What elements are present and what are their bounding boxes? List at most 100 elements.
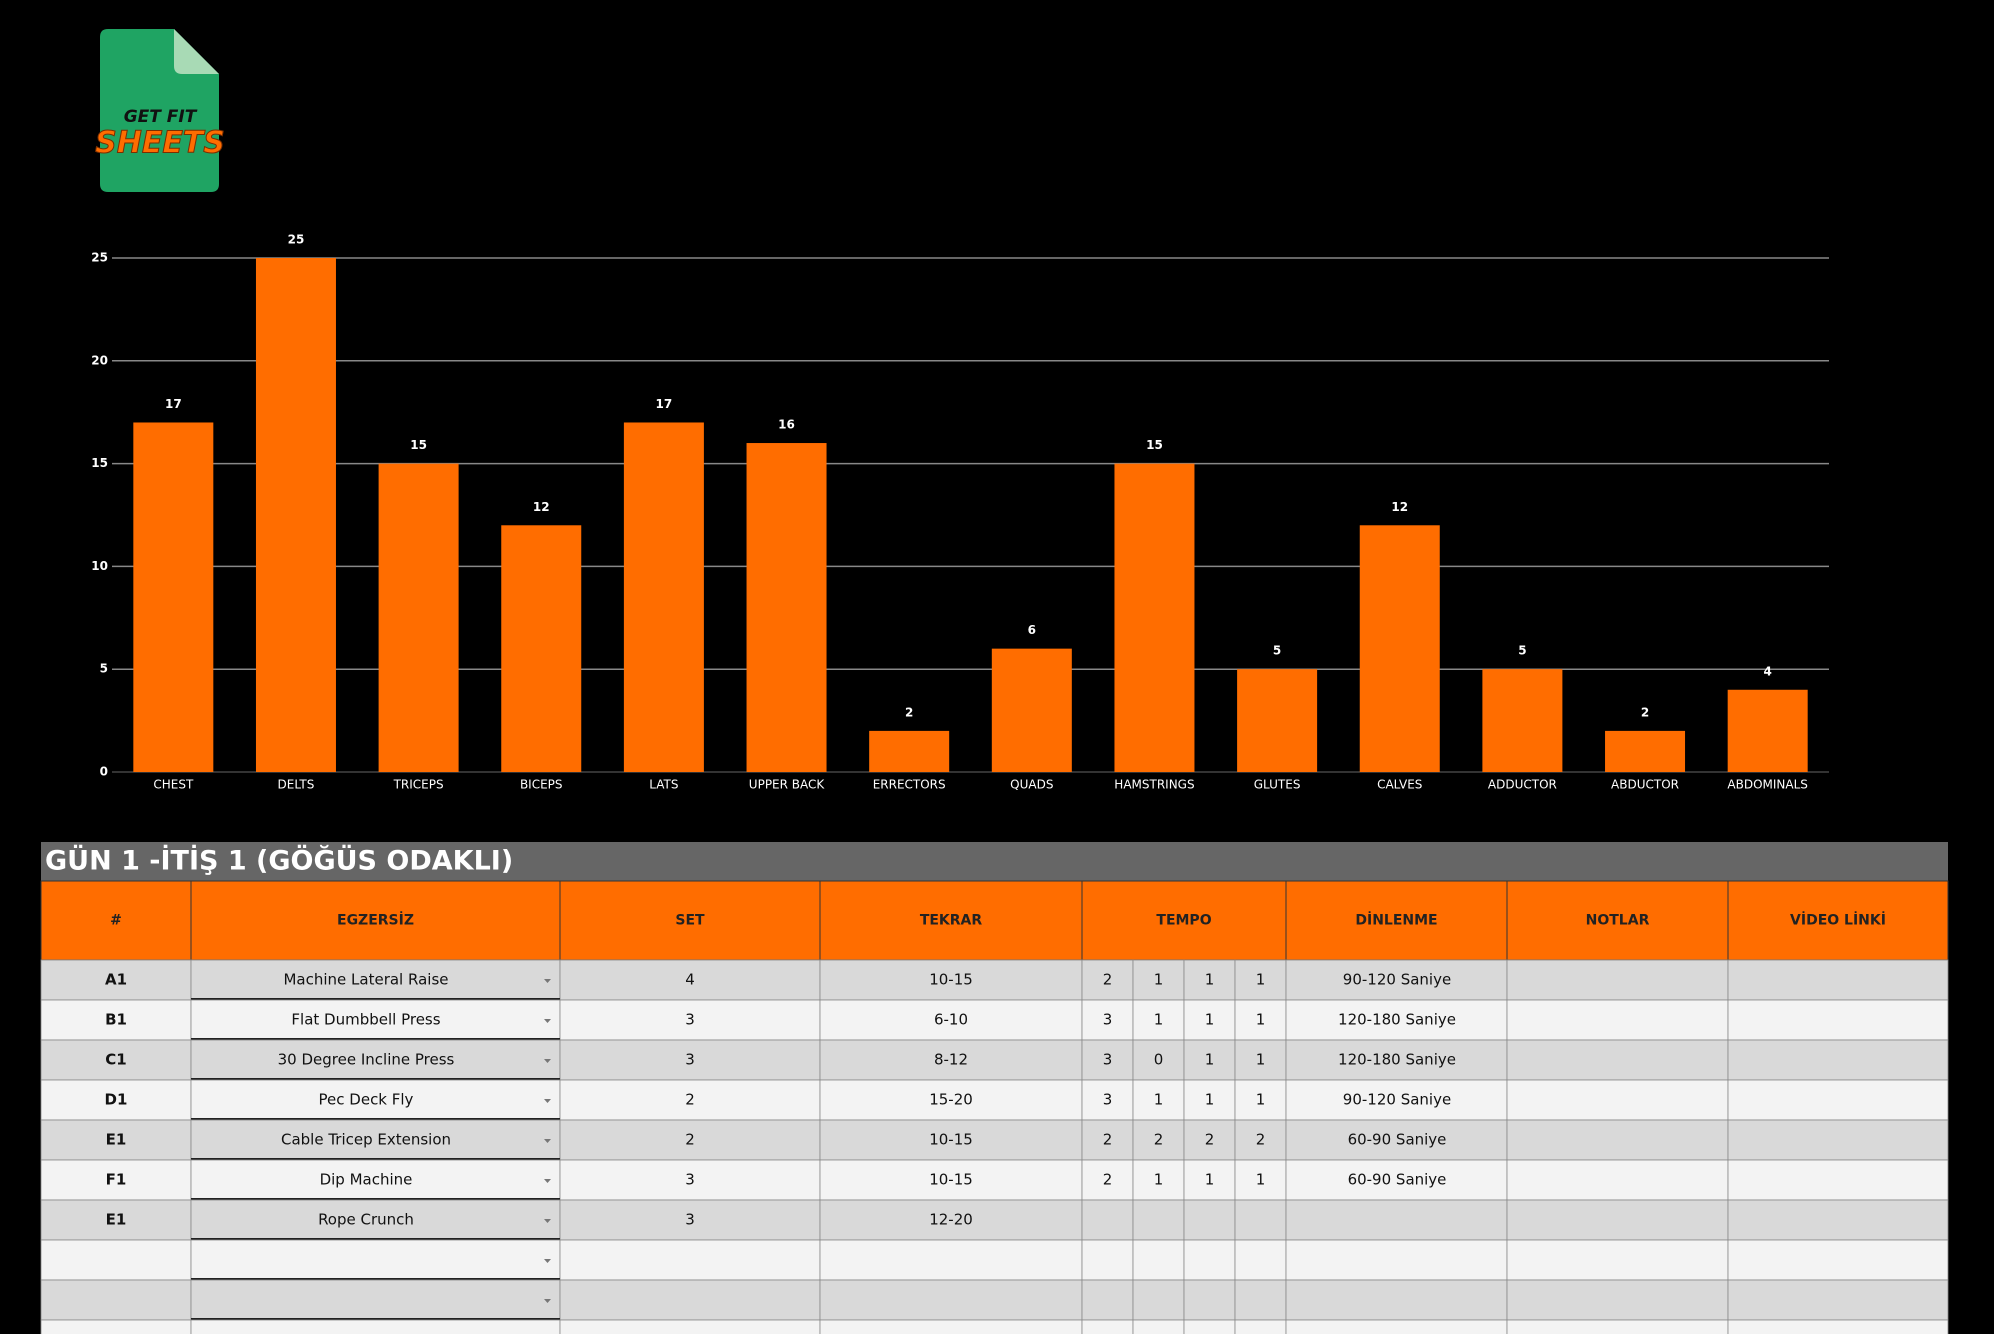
bar bbox=[255, 258, 336, 772]
cell bbox=[1234, 1319, 1287, 1334]
dropdown-arrow bbox=[544, 1219, 551, 1223]
cell bbox=[559, 1239, 821, 1281]
cell bbox=[190, 1159, 561, 1201]
cell-text: E1 bbox=[106, 1211, 127, 1229]
x-tick-label: DELTS bbox=[278, 778, 315, 792]
cell bbox=[190, 1279, 561, 1321]
y-tick-label: 25 bbox=[91, 251, 108, 265]
tempo-value: 1 bbox=[1205, 1051, 1215, 1069]
tempo-value: 1 bbox=[1154, 1011, 1164, 1029]
cell-text: C1 bbox=[105, 1051, 126, 1069]
cell bbox=[1285, 999, 1508, 1041]
cell bbox=[559, 1079, 821, 1121]
header-cell bbox=[819, 880, 1083, 961]
cell-text: F1 bbox=[106, 1171, 127, 1189]
cell-text: B1 bbox=[105, 1011, 127, 1029]
data-label: 16 bbox=[778, 418, 795, 432]
tempo-value: 3 bbox=[1103, 1091, 1113, 1109]
cell bbox=[1183, 1319, 1236, 1334]
header-label: TEMPO bbox=[1156, 913, 1211, 929]
tempo-value: 3 bbox=[1103, 1051, 1113, 1069]
cell-text: 120-180 Saniye bbox=[1338, 1051, 1456, 1069]
header-cell bbox=[1285, 880, 1508, 961]
cell bbox=[1727, 1079, 1949, 1121]
header-label: NOTLAR bbox=[1586, 913, 1650, 929]
dropdown-arrow bbox=[544, 1059, 551, 1063]
cell bbox=[1183, 999, 1236, 1041]
cell bbox=[190, 1199, 561, 1241]
cell bbox=[190, 1079, 561, 1121]
cell-text: Cable Tricep Extension bbox=[281, 1131, 451, 1149]
logo-text: SHEETS bbox=[95, 126, 225, 161]
data-label: 5 bbox=[1518, 644, 1526, 658]
tempo-value: 1 bbox=[1154, 1171, 1164, 1189]
bar bbox=[1237, 669, 1318, 772]
cell-text: 60-90 Saniye bbox=[1348, 1171, 1447, 1189]
x-tick-label: HAMSTRINGS bbox=[1114, 778, 1194, 792]
cell bbox=[1727, 1199, 1949, 1241]
cell bbox=[1132, 959, 1185, 1001]
cell bbox=[1506, 1039, 1729, 1081]
cell bbox=[1506, 1159, 1729, 1201]
tempo-value: 2 bbox=[1205, 1131, 1215, 1149]
bar bbox=[133, 422, 214, 772]
cell-text: 12-20 bbox=[929, 1211, 973, 1229]
bar bbox=[869, 730, 950, 772]
cell-text: A1 bbox=[105, 971, 127, 989]
cell-text: E1 bbox=[106, 1131, 127, 1149]
cell bbox=[1081, 959, 1134, 1001]
cell bbox=[1285, 1199, 1508, 1241]
header-label: DİNLENME bbox=[1355, 912, 1437, 929]
cell bbox=[1132, 1199, 1185, 1241]
bar bbox=[746, 443, 827, 772]
cell bbox=[1183, 1159, 1236, 1201]
cell bbox=[1285, 1079, 1508, 1121]
tempo-value: 1 bbox=[1205, 971, 1215, 989]
cell bbox=[1285, 1239, 1508, 1281]
cell bbox=[40, 1239, 192, 1281]
cell bbox=[819, 1319, 1083, 1334]
data-label: 15 bbox=[1146, 438, 1163, 452]
dropdown-arrow bbox=[544, 1299, 551, 1303]
cell bbox=[1727, 1239, 1949, 1281]
cell bbox=[40, 1319, 192, 1334]
cell-text: Rope Crunch bbox=[318, 1211, 414, 1229]
cell bbox=[1506, 999, 1729, 1041]
header-cell bbox=[1081, 880, 1287, 961]
y-tick-label: 20 bbox=[91, 353, 108, 367]
tempo-value: 1 bbox=[1256, 1051, 1266, 1069]
cell bbox=[1727, 1039, 1949, 1081]
x-tick-label: ERRECTORS bbox=[873, 778, 946, 792]
data-label: 17 bbox=[656, 397, 673, 411]
cell-text: 3 bbox=[685, 1211, 695, 1229]
y-tick-label: 0 bbox=[100, 765, 108, 779]
cell-text: 6-10 bbox=[934, 1011, 968, 1029]
x-tick-label: CALVES bbox=[1377, 778, 1422, 792]
cell bbox=[1506, 1199, 1729, 1241]
header-cell bbox=[1727, 880, 1949, 961]
cell bbox=[190, 1239, 561, 1281]
cell-text: D1 bbox=[105, 1091, 128, 1109]
cell-text: 15-20 bbox=[929, 1091, 973, 1109]
cell bbox=[1234, 999, 1287, 1041]
data-label: 15 bbox=[410, 438, 427, 452]
tempo-value: 1 bbox=[1256, 1171, 1266, 1189]
bar bbox=[623, 422, 704, 772]
tempo-value: 1 bbox=[1256, 1091, 1266, 1109]
cell bbox=[1506, 1239, 1729, 1281]
cell bbox=[1183, 1199, 1236, 1241]
header-label: EGZERSİZ bbox=[337, 912, 414, 929]
cell bbox=[190, 959, 561, 1001]
logo-fold bbox=[174, 29, 219, 74]
cell bbox=[559, 999, 821, 1041]
y-tick-label: 15 bbox=[91, 456, 108, 470]
cell-text: Dip Machine bbox=[320, 1171, 413, 1189]
tempo-value: 1 bbox=[1256, 1011, 1266, 1029]
tempo-value: 1 bbox=[1154, 971, 1164, 989]
cell-text: 2 bbox=[685, 1091, 695, 1109]
data-label: 6 bbox=[1028, 623, 1036, 637]
cell bbox=[1183, 1119, 1236, 1161]
x-tick-label: BICEPS bbox=[520, 778, 563, 792]
